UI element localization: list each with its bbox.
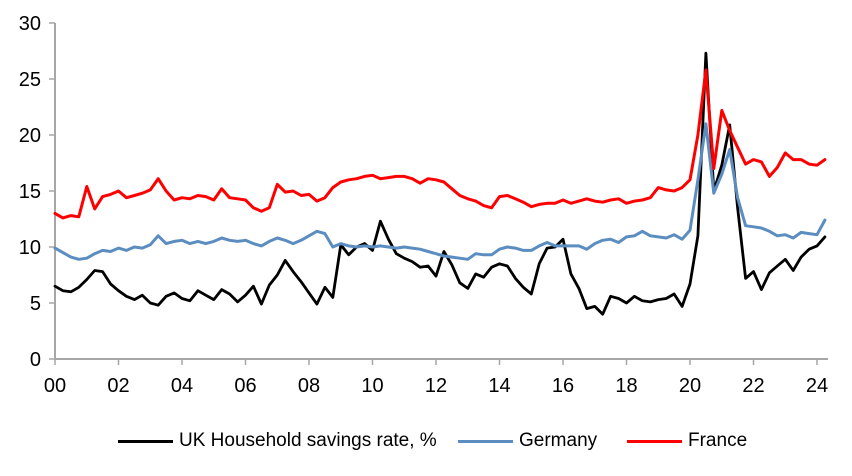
y-axis-tick-label: 5 [30,293,41,315]
x-axis-tick-label: 22 [742,375,764,397]
x-axis-tick-label: 04 [171,375,193,397]
x-axis-tick-label: 16 [552,375,574,397]
germany-line-swatch [458,439,513,443]
legend-item-france: France [627,430,747,452]
legend-label-uk: UK Household savings rate, % [179,430,437,451]
x-axis-tick-label: 12 [425,375,447,397]
legend: UK Household savings rate, % Germany Fra… [0,0,852,451]
y-axis-tick-label: 10 [19,237,41,259]
x-axis-tick-label: 20 [679,375,701,397]
x-axis-tick-label: 06 [234,375,256,397]
legend-label-france: France [688,430,748,451]
uk-line-swatch [118,439,173,443]
x-axis-tick-label: 02 [107,375,129,397]
y-axis-tick-label: 30 [19,13,41,35]
x-axis-tick-label: 08 [298,375,320,397]
x-axis-tick-label: 10 [361,375,383,397]
legend-item-germany: Germany [458,430,597,452]
uk-savings-line [53,51,827,316]
plot-area: 0 5 10 15 20 25 30 00 02 04 06 08 10 12 14 16 18 20 22 24 [19,13,828,397]
y-axis-tick-label: 15 [19,181,41,203]
y-axis-tick-label: 0 [30,349,41,371]
germany-line [53,122,827,261]
x-axis-tick-label: 18 [615,375,637,397]
y-axis-tick-label: 25 [19,69,41,91]
y-axis-tick-label: 20 [19,125,41,147]
france-line-swatch [627,439,682,443]
france-line [53,68,827,220]
x-axis-tick-label: 24 [806,375,828,397]
x-axis-tick-label: 14 [488,375,510,397]
x-axis-tick-label: 00 [44,375,66,397]
legend-item-uk: UK Household savings rate, % [118,430,437,452]
legend-label-germany: Germany [519,430,598,451]
